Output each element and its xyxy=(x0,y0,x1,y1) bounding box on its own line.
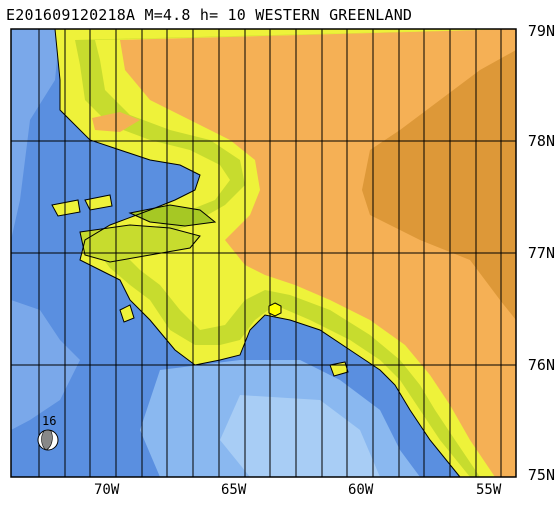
beachball-depth-label: 16 xyxy=(42,414,57,428)
peninsula-2 xyxy=(128,204,217,227)
lon-label-55w: 55W xyxy=(476,482,502,498)
lon-label-60w: 60W xyxy=(348,482,374,498)
epicenter-hexagon-icon xyxy=(268,302,282,317)
parallel-grid xyxy=(11,140,516,366)
lon-label-65w: 65W xyxy=(221,482,247,498)
island-1 xyxy=(51,199,81,217)
beachball-icon xyxy=(37,429,59,451)
coastline xyxy=(54,28,461,478)
map-frame xyxy=(10,28,517,478)
map-title: E201609120218A M=4.8 h= 10 WESTERN GREEN… xyxy=(6,6,413,24)
island-3 xyxy=(119,304,135,323)
ocean-bank xyxy=(220,395,380,477)
lat-label-76n: 76N xyxy=(527,356,555,374)
lat-label-77n: 77N xyxy=(527,244,555,262)
ocean-shallow-west xyxy=(11,29,60,240)
island-2 xyxy=(84,194,113,211)
lat-label-78n: 78N xyxy=(527,132,555,150)
lat-label-79n: 79N xyxy=(527,22,555,40)
lon-label-70w: 70W xyxy=(94,482,120,498)
lat-label-75n: 75N xyxy=(527,466,555,484)
